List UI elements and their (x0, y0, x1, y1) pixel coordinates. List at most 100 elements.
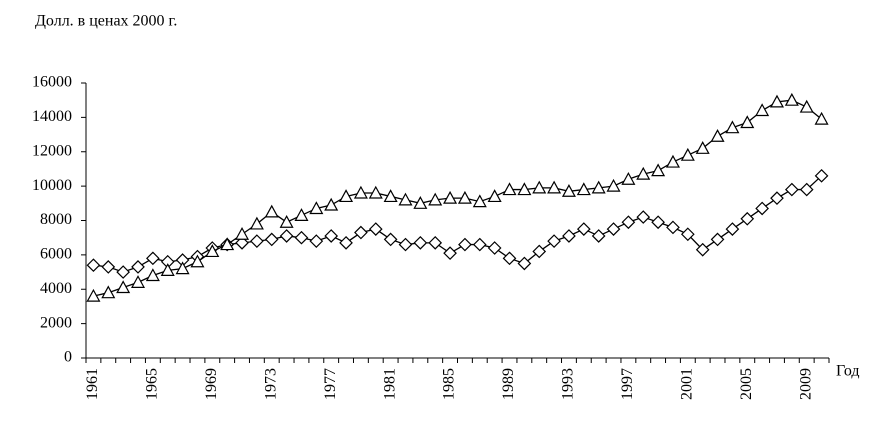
point (502, 182, 517, 196)
point (725, 222, 740, 236)
point (175, 261, 190, 275)
point (116, 280, 131, 294)
point (324, 229, 339, 243)
point (695, 242, 710, 257)
point (101, 260, 116, 274)
point (472, 194, 487, 208)
point (695, 141, 710, 154)
y-axis-label: Долл. в ценах 2000 г. (35, 13, 177, 30)
point (725, 120, 740, 134)
y-tick-label: 2000 (40, 314, 72, 331)
x-tick-label: 1969 (203, 368, 220, 400)
point (487, 241, 502, 255)
point (666, 220, 680, 235)
y-tick-label: 0 (64, 349, 72, 366)
point (636, 166, 651, 180)
x-tick-label: 1989 (500, 368, 517, 400)
x-tick-label: 1981 (381, 368, 398, 400)
point (591, 229, 606, 243)
point (264, 232, 279, 247)
point (428, 192, 443, 206)
point (636, 210, 651, 224)
point (353, 185, 368, 199)
x-tick-label: 1993 (560, 368, 577, 400)
point (368, 185, 383, 199)
point (309, 234, 324, 248)
point (398, 237, 413, 252)
point (235, 226, 250, 240)
point (86, 258, 101, 273)
point (799, 99, 814, 113)
x-tick-label: 1961 (84, 368, 101, 400)
point (413, 235, 428, 250)
y-tick-label: 10000 (32, 177, 72, 194)
y-tick-label: 8000 (40, 211, 72, 228)
point (116, 265, 130, 279)
point (190, 254, 205, 268)
x-tick-label: 1985 (441, 368, 458, 400)
point (755, 103, 770, 117)
x-tick-label: 1997 (619, 368, 636, 400)
point (309, 201, 324, 215)
point (443, 190, 458, 204)
point (249, 216, 264, 230)
x-tick-label: 2009 (797, 368, 814, 400)
point (101, 285, 116, 299)
point (220, 237, 235, 251)
point (532, 244, 547, 259)
point (264, 204, 279, 218)
point (591, 180, 606, 194)
point (651, 215, 665, 230)
point (294, 230, 309, 245)
point (621, 215, 636, 230)
point (398, 192, 413, 206)
point (755, 201, 769, 216)
point (458, 237, 472, 252)
point (145, 268, 160, 282)
point (383, 232, 398, 247)
point (814, 111, 829, 125)
point (799, 182, 814, 197)
point (606, 178, 621, 192)
point (680, 227, 695, 242)
y-tick-label: 6000 (40, 246, 72, 263)
point (443, 246, 457, 261)
point (368, 222, 383, 236)
point (383, 189, 398, 203)
y-tick-label: 4000 (40, 280, 72, 297)
x-tick-label: 2001 (679, 368, 696, 400)
point (131, 260, 145, 274)
point (279, 214, 294, 228)
point (205, 244, 220, 258)
point (354, 225, 368, 240)
point (502, 251, 517, 266)
x-tick-label: 1977 (322, 368, 339, 400)
point (740, 211, 755, 226)
point (547, 234, 561, 248)
point (160, 263, 175, 276)
point (770, 191, 784, 206)
point (324, 197, 339, 211)
x-tick-label: 2005 (738, 368, 755, 400)
point (561, 184, 576, 197)
point (413, 196, 428, 209)
point (517, 182, 532, 196)
point (279, 229, 294, 243)
point (339, 235, 353, 250)
point (562, 229, 576, 243)
point (86, 288, 101, 302)
point (339, 189, 354, 203)
point (576, 222, 591, 236)
point (517, 256, 532, 271)
point (472, 237, 487, 252)
point (547, 180, 562, 194)
point (651, 163, 666, 177)
y-tick-label: 12000 (32, 142, 72, 159)
x-tick-label: 1973 (262, 368, 279, 400)
point (814, 168, 829, 183)
point (769, 94, 785, 108)
point (710, 232, 725, 247)
point (146, 251, 160, 266)
point (532, 180, 547, 194)
point (130, 275, 146, 288)
